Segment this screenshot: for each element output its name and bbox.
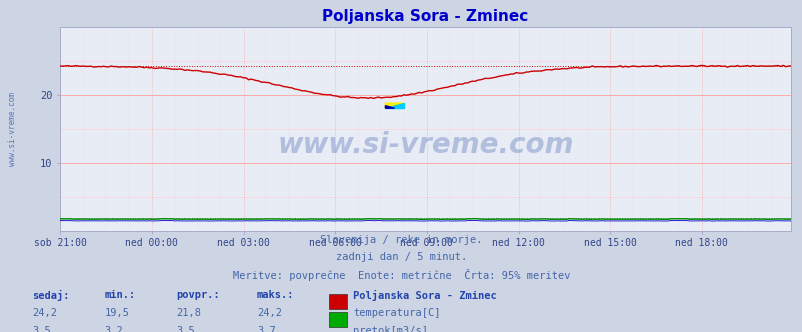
Polygon shape [385, 103, 403, 108]
Text: Meritve: povprečne  Enote: metrične  Črta: 95% meritev: Meritve: povprečne Enote: metrične Črta:… [233, 269, 569, 281]
Text: 3,2: 3,2 [104, 326, 123, 332]
Text: min.:: min.: [104, 290, 136, 300]
Text: 21,8: 21,8 [176, 308, 201, 318]
Text: povpr.:: povpr.: [176, 290, 220, 300]
Text: 3,7: 3,7 [257, 326, 275, 332]
Text: 19,5: 19,5 [104, 308, 129, 318]
Polygon shape [385, 103, 403, 108]
Polygon shape [385, 106, 394, 108]
Text: maks.:: maks.: [257, 290, 294, 300]
Text: 3,5: 3,5 [176, 326, 195, 332]
Text: sedaj:: sedaj: [32, 290, 70, 301]
Text: 24,2: 24,2 [32, 308, 57, 318]
Text: www.si-vreme.com: www.si-vreme.com [277, 131, 573, 159]
Text: zadnji dan / 5 minut.: zadnji dan / 5 minut. [335, 252, 467, 262]
FancyBboxPatch shape [329, 312, 346, 327]
Text: Poljanska Sora - Zminec: Poljanska Sora - Zminec [353, 290, 496, 301]
Text: www.si-vreme.com: www.si-vreme.com [8, 92, 17, 166]
FancyBboxPatch shape [329, 294, 346, 309]
Text: temperatura[C]: temperatura[C] [353, 308, 440, 318]
Title: Poljanska Sora - Zminec: Poljanska Sora - Zminec [322, 9, 528, 24]
Text: Slovenija / reke in morje.: Slovenija / reke in morje. [320, 235, 482, 245]
Text: pretok[m3/s]: pretok[m3/s] [353, 326, 427, 332]
Text: 24,2: 24,2 [257, 308, 282, 318]
Text: 3,5: 3,5 [32, 326, 51, 332]
